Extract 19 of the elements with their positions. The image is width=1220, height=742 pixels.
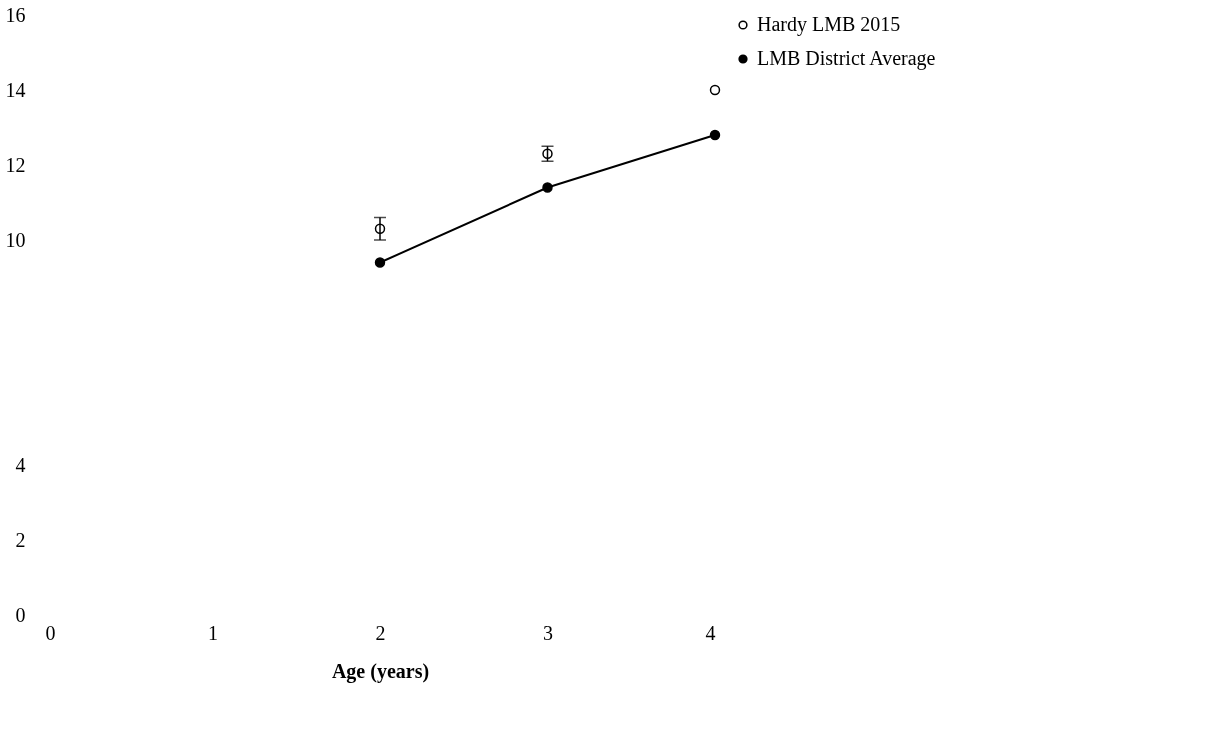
point [709, 129, 721, 141]
point [374, 257, 386, 268]
x-tick-label: 0 [45, 621, 56, 644]
y-tick-label: 14 [5, 78, 26, 101]
legend-label: Hardy LMB 2015 [757, 13, 901, 36]
y-tick-label: 0 [15, 603, 26, 626]
point [542, 182, 553, 193]
x-tick-label: 4 [705, 621, 716, 644]
x-tick-label: 3 [543, 621, 553, 644]
point [709, 84, 721, 96]
y-tick-label: 4 [15, 453, 26, 476]
y-tick-label: 10 [5, 228, 26, 251]
x-tick-label: 1 [208, 621, 218, 644]
y-tick-label: 12 [5, 153, 26, 176]
x-axis-title: Age (years) [331, 659, 430, 683]
legend-label: LMB District Average [757, 47, 936, 70]
x-tick-label: 2 [375, 621, 386, 644]
y-tick-label: 2 [15, 528, 26, 551]
y-tick-label: 16 [5, 3, 26, 26]
